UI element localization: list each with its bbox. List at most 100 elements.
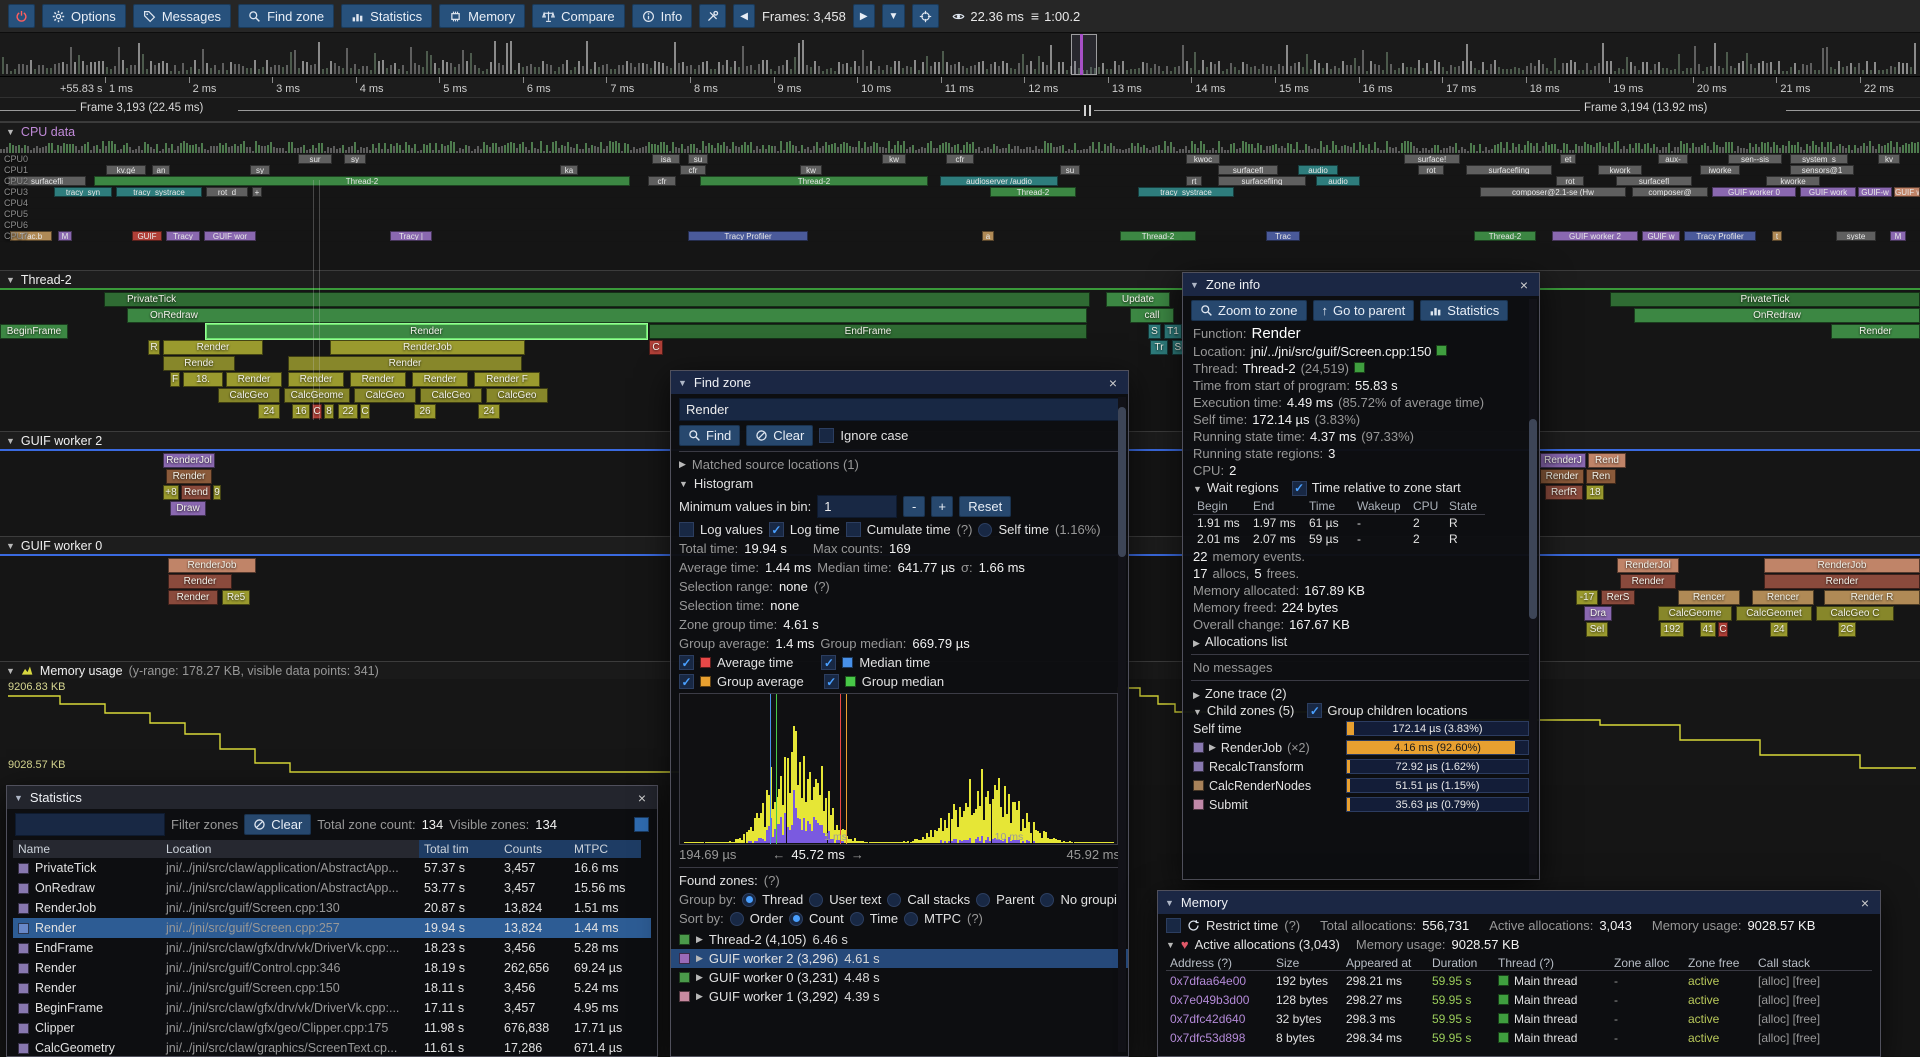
collapse-icon[interactable]: ▼ bbox=[678, 377, 687, 388]
cpu-zone-block[interactable]: an bbox=[152, 165, 170, 175]
zone-renderjob[interactable]: RenderJob bbox=[168, 558, 256, 573]
cpu-zone-block[interactable]: Trac.b bbox=[10, 231, 52, 241]
cpu-zone-block[interactable]: GUIF worker 1 bbox=[1894, 187, 1920, 197]
zone-render[interactable]: Render bbox=[288, 356, 522, 371]
group-by-option-user-text[interactable] bbox=[809, 892, 824, 907]
cpu-zone-block[interactable]: cfr bbox=[648, 176, 676, 186]
self-time-radio[interactable] bbox=[978, 522, 993, 537]
average-time-checkbox[interactable] bbox=[679, 655, 694, 670]
zone-beginframe[interactable]: BeginFrame bbox=[0, 324, 68, 339]
close-icon[interactable]: × bbox=[1108, 374, 1118, 391]
clear-filter-button[interactable]: Clear bbox=[244, 814, 312, 835]
zone-c[interactable]: C bbox=[312, 404, 322, 419]
sort-by-option-mtpc[interactable] bbox=[904, 911, 919, 926]
statistics-titlebar[interactable]: ▼ Statistics × bbox=[7, 786, 657, 809]
zone-render-f[interactable]: Render F bbox=[474, 372, 540, 387]
cpu-zone-block[interactable]: sy bbox=[344, 154, 366, 164]
median-time-checkbox[interactable] bbox=[821, 655, 837, 670]
cpu-zone-block[interactable]: surfacefling bbox=[1466, 165, 1552, 175]
cpu-zone-block[interactable]: M bbox=[1890, 231, 1906, 241]
zone-render[interactable]: Render bbox=[168, 590, 218, 605]
zone-render[interactable]: Render bbox=[412, 372, 468, 387]
cpu-zone-block[interactable]: rot_d bbox=[206, 187, 248, 197]
increment-button[interactable]: + bbox=[931, 496, 954, 517]
zone-rend[interactable]: Rend bbox=[1588, 453, 1626, 468]
zone-render[interactable]: Render bbox=[1540, 469, 1584, 484]
memory-column-zone-free[interactable]: Zone free bbox=[1688, 956, 1740, 970]
close-icon[interactable]: × bbox=[637, 789, 647, 806]
memory-column-call-stack[interactable]: Call stack bbox=[1758, 956, 1811, 970]
expand-icon[interactable]: ▶ bbox=[1193, 637, 1200, 648]
cpu-zone-block[interactable]: Thread-2 bbox=[700, 176, 928, 186]
cpu-zone-block[interactable]: GUIF worker 0 bbox=[1712, 187, 1796, 197]
zone-24[interactable]: 24 bbox=[1770, 622, 1788, 637]
cpu-zone-block[interactable]: system_s bbox=[1790, 154, 1848, 164]
memory-column-thread-[interactable]: Thread (?) bbox=[1498, 956, 1555, 970]
zone-info-titlebar[interactable]: ▼ Zone info × bbox=[1183, 273, 1539, 296]
zone-privatetick[interactable]: PrivateTick bbox=[1610, 292, 1920, 307]
pan-right-icon[interactable]: → bbox=[850, 847, 864, 862]
zone-rend[interactable]: Rend bbox=[181, 485, 211, 500]
allocation-row-0x7e049b3d00[interactable]: 0x7e049b3d00 128 bytes 298.27 ms 59.95 s Mai… bbox=[1170, 992, 1821, 1007]
scrollbar-thumb[interactable] bbox=[1118, 407, 1126, 557]
zone-calcgeo[interactable]: CalcGeo bbox=[218, 388, 280, 403]
find-zone-search-input[interactable] bbox=[679, 398, 1120, 421]
find-zone-button[interactable]: Find zone bbox=[238, 4, 335, 28]
cpu-zone-block[interactable]: composer@2.1-se (Hw bbox=[1480, 187, 1626, 197]
collapse-icon[interactable]: ▼ bbox=[1193, 706, 1202, 717]
cpu-zone-block[interactable]: surface! bbox=[1404, 154, 1460, 164]
frame-dropdown-button[interactable]: ▼ bbox=[881, 4, 906, 28]
filter-option-checkbox[interactable] bbox=[634, 817, 649, 832]
statistics-row-endframe[interactable]: EndFrame jni/../jni/src/claw/gfx/drv/vk/D… bbox=[13, 938, 651, 958]
collapse-icon[interactable]: ▼ bbox=[6, 274, 15, 285]
expand-icon[interactable]: ▶ bbox=[696, 934, 703, 944]
zone-statistics-button[interactable]: Statistics bbox=[1420, 300, 1509, 321]
collapse-icon[interactable]: ▼ bbox=[6, 665, 15, 676]
zone-render[interactable]: Render bbox=[350, 372, 406, 387]
next-frame-button[interactable]: ▶ bbox=[852, 4, 875, 28]
frames-minimap[interactable] bbox=[0, 33, 1920, 77]
cpu-zone-block[interactable]: rot bbox=[1556, 176, 1584, 186]
sort-by-option-time[interactable] bbox=[849, 911, 864, 926]
time-ruler[interactable]: +55.83 s 1 ms 2 ms 3 ms 4 ms 5 ms 6 ms 7 ms 8 ms… bbox=[0, 77, 1920, 98]
close-icon[interactable]: × bbox=[1519, 276, 1529, 293]
zone-c[interactable]: C bbox=[360, 404, 370, 419]
statistics-row-render[interactable]: Render jni/../jni/src/guif/Screen.cpp:257… bbox=[13, 918, 651, 938]
options-button[interactable]: Options bbox=[42, 4, 126, 28]
statistics-row-render[interactable]: Render jni/../jni/src/guif/Control.cpp:34… bbox=[13, 958, 651, 978]
zone-render[interactable]: Render bbox=[168, 574, 232, 589]
cumulate-time-checkbox[interactable] bbox=[845, 522, 861, 537]
cpu-zone-block[interactable]: Tracy Profiler bbox=[688, 231, 808, 241]
zone-re5[interactable]: Re5 bbox=[222, 590, 250, 605]
compare-button[interactable]: Compare bbox=[532, 4, 625, 28]
zone-ren[interactable]: Ren bbox=[1586, 469, 1616, 484]
cpu-zone-block[interactable]: Thread-2 bbox=[1120, 231, 1196, 241]
zone-draw[interactable]: Draw bbox=[170, 501, 206, 516]
zone-rerfr[interactable]: RerfR bbox=[1545, 485, 1583, 500]
zone-renderjol[interactable]: RenderJol bbox=[1617, 558, 1679, 573]
cpu-zone-block[interactable]: tracy_syn bbox=[54, 187, 112, 197]
cpu-zone-block[interactable]: GUIF-w bbox=[1858, 187, 1892, 197]
scrollbar-thumb[interactable] bbox=[1529, 419, 1537, 619]
cpu-zone-block[interactable]: kwoc bbox=[1186, 154, 1220, 164]
find-zone-titlebar[interactable]: ▼ Find zone × bbox=[671, 371, 1128, 394]
cpu-zone-block[interactable]: GUIF work bbox=[1800, 187, 1856, 197]
zone-c[interactable]: C bbox=[1718, 622, 1728, 637]
zone--8[interactable]: +8 bbox=[163, 485, 179, 500]
zone-call[interactable]: call bbox=[1130, 308, 1174, 323]
group-by-option-parent[interactable] bbox=[976, 892, 991, 907]
collapse-icon[interactable]: ▼ bbox=[6, 435, 15, 446]
memory-column-zone-alloc[interactable]: Zone alloc bbox=[1614, 956, 1670, 970]
stats-column-mtpc[interactable]: MTPC bbox=[569, 840, 641, 858]
group-by-option-call-stacks[interactable] bbox=[887, 892, 902, 907]
zone-dra[interactable]: Dra bbox=[1584, 606, 1612, 621]
group-by-option-no-groupi[interactable] bbox=[1040, 892, 1055, 907]
collapse-icon[interactable]: ▼ bbox=[1190, 279, 1199, 290]
zone-update[interactable]: Update bbox=[1106, 292, 1170, 307]
zone-26[interactable]: 26 bbox=[414, 404, 436, 419]
cpu-zone-block[interactable]: kw bbox=[882, 154, 906, 164]
zone-trace-label[interactable]: Zone trace (2) bbox=[1204, 685, 1287, 701]
collapse-icon[interactable]: ▼ bbox=[679, 478, 688, 489]
zone-render[interactable]: Render bbox=[1831, 324, 1920, 339]
cpu-zone-block[interactable]: sensors@1 bbox=[1790, 165, 1854, 175]
